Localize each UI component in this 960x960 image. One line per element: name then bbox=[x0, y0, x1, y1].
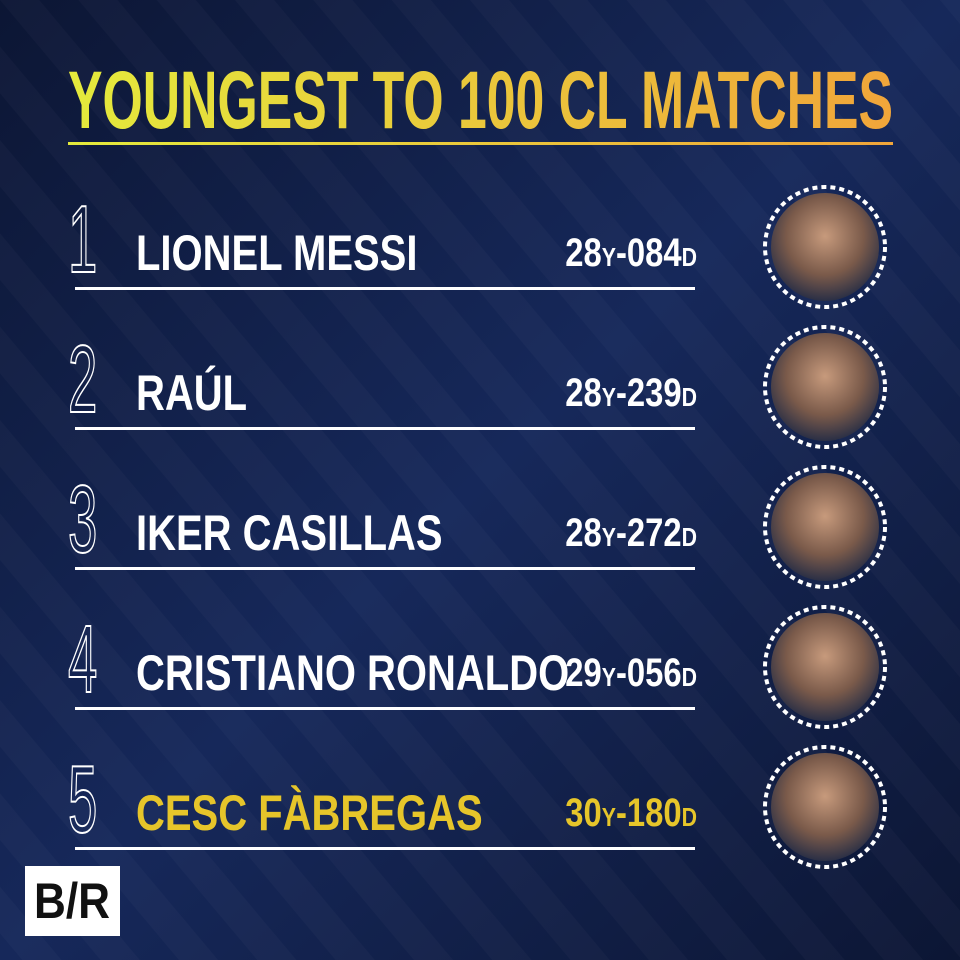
age-day-unit: D bbox=[682, 663, 697, 693]
player-age: 28Y-239D bbox=[565, 370, 697, 415]
ranking-row: 3 IKER CASILLAS 28Y-272D bbox=[67, 465, 887, 589]
photo-ring bbox=[763, 325, 887, 449]
age-years: 28 bbox=[565, 370, 601, 415]
age-years: 30 bbox=[565, 790, 601, 835]
row-divider bbox=[75, 567, 695, 570]
player-photo bbox=[771, 333, 879, 441]
row-divider bbox=[75, 847, 695, 850]
age-year-unit: Y bbox=[602, 383, 616, 413]
ranking-row: 5 CESC FÀBREGAS 30Y-180D bbox=[67, 745, 887, 869]
age-day-unit: D bbox=[682, 383, 697, 413]
player-photo bbox=[771, 613, 879, 721]
player-photo bbox=[771, 753, 879, 861]
age-day-unit: D bbox=[682, 523, 697, 553]
player-age: 28Y-272D bbox=[565, 510, 697, 555]
photo-ring bbox=[763, 465, 887, 589]
age-day-unit: D bbox=[682, 803, 697, 833]
age-days: -056 bbox=[616, 650, 682, 695]
rank: 5 bbox=[68, 746, 97, 853]
photo-ring bbox=[763, 185, 887, 309]
age-days: -272 bbox=[616, 510, 682, 555]
age-years: 28 bbox=[565, 230, 601, 275]
photo-ring bbox=[763, 745, 887, 869]
row-divider bbox=[75, 427, 695, 430]
photo-ring bbox=[763, 605, 887, 729]
age-days: -239 bbox=[616, 370, 682, 415]
age-year-unit: Y bbox=[602, 243, 616, 273]
player-photo bbox=[771, 193, 879, 301]
rank: 1 bbox=[68, 186, 97, 293]
age-day-unit: D bbox=[682, 243, 697, 273]
ranking-row: 1 LIONEL MESSI 28Y-084D bbox=[67, 185, 887, 309]
age-days: -084 bbox=[616, 230, 682, 275]
player-age: 29Y-056D bbox=[565, 650, 697, 695]
player-name: RAÚL bbox=[136, 365, 247, 421]
row-divider bbox=[75, 287, 695, 290]
player-name: CRISTIANO RONALDO bbox=[136, 645, 569, 701]
age-year-unit: Y bbox=[602, 663, 616, 693]
title: YOUNGEST TO 100 CL MATCHES bbox=[68, 55, 893, 146]
player-name: CESC FÀBREGAS bbox=[136, 785, 483, 841]
player-age: 28Y-084D bbox=[565, 230, 697, 275]
row-divider bbox=[75, 707, 695, 710]
player-photo bbox=[771, 473, 879, 581]
rank: 2 bbox=[68, 326, 97, 433]
age-years: 28 bbox=[565, 510, 601, 555]
age-days: -180 bbox=[616, 790, 682, 835]
age-years: 29 bbox=[565, 650, 601, 695]
ranking-row: 2 RAÚL 28Y-239D bbox=[67, 325, 887, 449]
age-year-unit: Y bbox=[602, 523, 616, 553]
logo: B/R bbox=[34, 873, 110, 929]
rank: 3 bbox=[68, 466, 97, 573]
rank: 4 bbox=[68, 606, 97, 713]
player-name: LIONEL MESSI bbox=[136, 225, 417, 281]
title-underline bbox=[68, 142, 893, 145]
player-name: IKER CASILLAS bbox=[136, 505, 443, 561]
player-age: 30Y-180D bbox=[565, 790, 697, 835]
age-year-unit: Y bbox=[602, 803, 616, 833]
logo-box bbox=[25, 866, 120, 936]
